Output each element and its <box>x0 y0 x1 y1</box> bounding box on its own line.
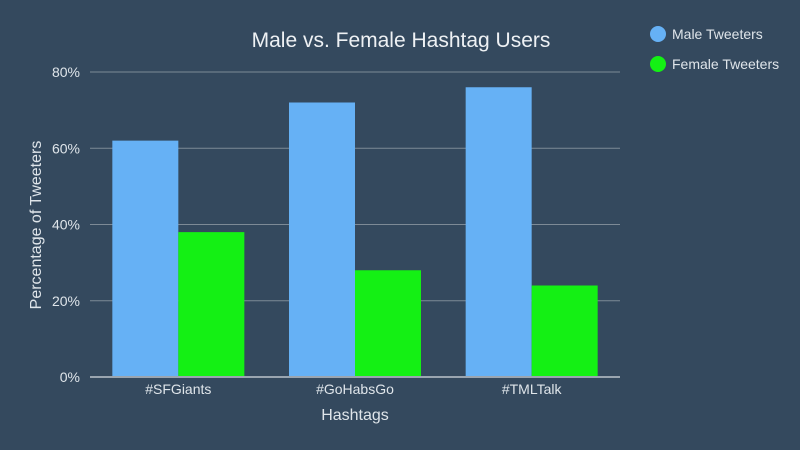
legend-swatch <box>650 56 666 72</box>
bar-male-tweeters <box>465 87 532 377</box>
y-axis-ticks: 0% 20% 40% 60% 80% <box>52 64 80 385</box>
chart-title: Male vs. Female Hashtag Users <box>252 29 551 52</box>
bar-female-tweeters <box>178 232 245 377</box>
legend-label: Female Tweeters <box>672 56 779 72</box>
x-axis-title: Hashtags <box>321 407 389 424</box>
bar-male-tweeters <box>112 140 179 377</box>
y-tick-label: 0% <box>60 369 80 385</box>
y-tick-label: 40% <box>52 217 80 233</box>
x-tick-label: #SFGiants <box>145 381 211 397</box>
legend-swatch <box>650 26 666 42</box>
x-axis-ticks: #SFGiants #GoHabsGo #TMLTalk <box>145 381 562 397</box>
bar-male-tweeters <box>289 102 355 377</box>
bar-female-tweeters <box>355 270 421 377</box>
x-tick-label: #TMLTalk <box>502 381 563 397</box>
legend-label: Male Tweeters <box>672 26 763 42</box>
y-axis-title: Percentage of Tweeters <box>28 141 45 310</box>
legend: Male Tweeters Female Tweeters <box>650 26 779 72</box>
y-tick-label: 80% <box>52 64 80 80</box>
bars <box>112 87 598 377</box>
x-tick-label: #GoHabsGo <box>316 381 394 397</box>
y-tick-label: 60% <box>52 140 80 156</box>
bar-female-tweeters <box>531 285 598 377</box>
y-tick-label: 20% <box>52 293 80 309</box>
